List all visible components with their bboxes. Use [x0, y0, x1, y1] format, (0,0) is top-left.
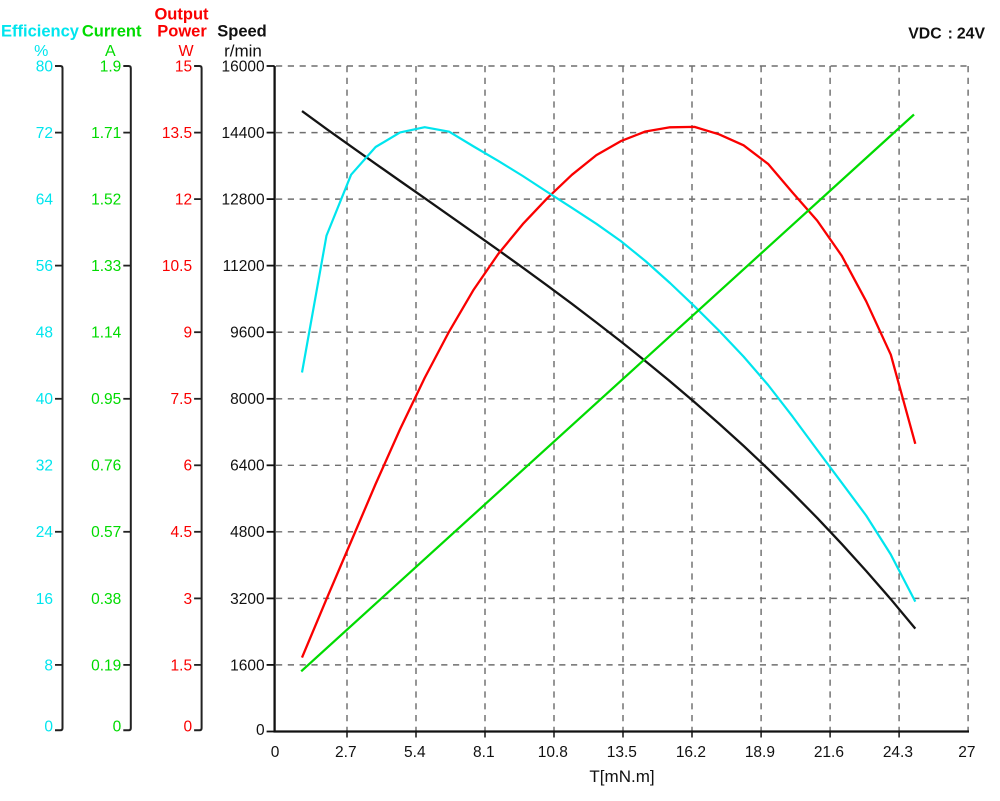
svg-text:10.8: 10.8	[538, 744, 568, 761]
svg-text:6: 6	[183, 458, 192, 475]
svg-text:A: A	[105, 43, 116, 60]
svg-text:0: 0	[183, 718, 192, 735]
svg-text:Output: Output	[154, 6, 209, 24]
svg-text:0.57: 0.57	[91, 524, 121, 541]
svg-text:Efficiency: Efficiency	[1, 23, 80, 41]
svg-text:12800: 12800	[221, 192, 264, 209]
svg-text:7.5: 7.5	[171, 391, 193, 408]
svg-text:0.76: 0.76	[91, 458, 121, 475]
svg-text:15: 15	[175, 58, 192, 75]
svg-text:4.5: 4.5	[171, 524, 193, 541]
svg-text:13.5: 13.5	[607, 744, 637, 761]
svg-text:0.95: 0.95	[91, 391, 121, 408]
svg-text:Speed: Speed	[217, 23, 267, 41]
svg-text:27: 27	[958, 744, 975, 761]
svg-text:9600: 9600	[230, 325, 265, 342]
svg-text:1.33: 1.33	[91, 258, 121, 275]
svg-text:3200: 3200	[230, 591, 265, 608]
svg-text:72: 72	[36, 125, 53, 142]
svg-text:24.3: 24.3	[883, 744, 913, 761]
svg-text:48: 48	[36, 325, 53, 342]
svg-text:18.9: 18.9	[745, 744, 775, 761]
svg-text:VDC:24V: VDC:24V	[908, 26, 985, 43]
svg-text:10.5: 10.5	[162, 258, 192, 275]
svg-text:40: 40	[36, 391, 54, 408]
svg-text:1.52: 1.52	[91, 192, 121, 209]
svg-text:12: 12	[175, 192, 192, 209]
svg-text:%: %	[34, 43, 48, 60]
svg-text:1.14: 1.14	[91, 325, 122, 342]
svg-text:11200: 11200	[223, 258, 265, 275]
svg-text:4800: 4800	[230, 524, 265, 541]
svg-text:56: 56	[36, 258, 53, 275]
svg-text:24: 24	[36, 524, 54, 541]
svg-text:6400: 6400	[230, 458, 265, 475]
svg-text:Current: Current	[82, 23, 142, 41]
svg-text:0.38: 0.38	[91, 591, 121, 608]
svg-text:3: 3	[183, 591, 192, 608]
svg-text:Power: Power	[157, 23, 207, 41]
svg-text:0.19: 0.19	[91, 657, 121, 674]
svg-text:5.4: 5.4	[404, 744, 426, 761]
svg-text:2.7: 2.7	[335, 744, 357, 761]
svg-text:14400: 14400	[221, 125, 264, 142]
svg-text:32: 32	[36, 458, 53, 475]
svg-text:1.5: 1.5	[171, 657, 193, 674]
svg-text:1.9: 1.9	[100, 58, 122, 75]
svg-text:0: 0	[271, 744, 280, 761]
svg-text:0: 0	[44, 718, 53, 735]
svg-text:8000: 8000	[230, 391, 265, 408]
svg-text:21.6: 21.6	[814, 744, 844, 761]
svg-text:80: 80	[36, 58, 54, 75]
svg-text:8.1: 8.1	[473, 744, 495, 761]
svg-text:8: 8	[44, 657, 53, 674]
svg-text:r/min: r/min	[224, 42, 262, 61]
svg-text:16.2: 16.2	[676, 744, 706, 761]
svg-text:W: W	[178, 43, 194, 60]
svg-text:1.71: 1.71	[91, 125, 121, 142]
svg-text:9: 9	[183, 325, 192, 342]
svg-text:16: 16	[36, 591, 53, 608]
svg-text:13.5: 13.5	[162, 125, 192, 142]
svg-text:0: 0	[113, 718, 122, 735]
svg-text:64: 64	[36, 192, 54, 209]
svg-text:16000: 16000	[221, 58, 264, 75]
svg-text:1600: 1600	[230, 657, 265, 674]
svg-text:0: 0	[256, 722, 265, 739]
svg-text:T[mN.m]: T[mN.m]	[589, 767, 654, 786]
